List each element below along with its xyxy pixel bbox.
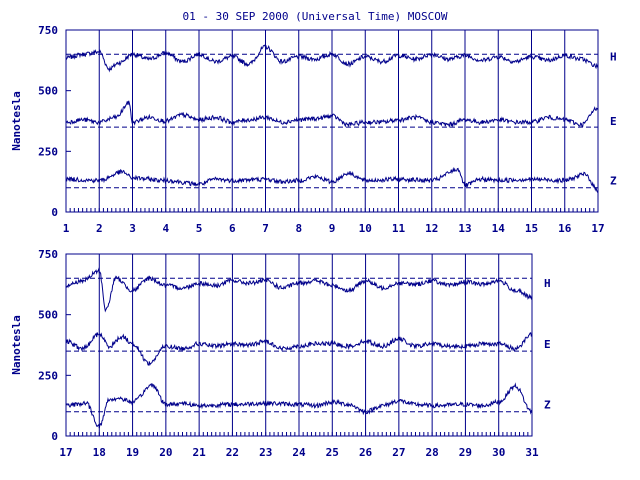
x-tick-label: 9 [329,222,336,235]
x-tick-label: 12 [425,222,438,235]
x-tick-label: 21 [193,446,207,459]
x-tick-label: 26 [359,446,373,459]
x-tick-label: 8 [295,222,302,235]
y-tick-label: 0 [51,206,58,219]
x-tick-label: 5 [196,222,203,235]
y-tick-label: 750 [38,24,58,37]
x-tick-label: 15 [525,222,538,235]
x-tick-label: 28 [426,446,439,459]
y-tick-label: 500 [38,309,58,322]
x-tick-label: 25 [326,446,339,459]
x-tick-label: 17 [591,222,604,235]
series-label-e: E [610,115,617,128]
y-tick-label: 750 [38,248,58,261]
x-tick-label: 29 [459,446,472,459]
x-tick-label: 14 [492,222,506,235]
y-axis-label: Nanotesla [10,315,23,375]
panel-bottom: 17 18 19 20 21 22 23 24 25 26 27 28 29 30 31 0 250 500 750… [10,248,551,459]
x-tick-label: 3 [129,222,136,235]
series-label-h: H [610,51,617,64]
x-tick-label: 1 [63,222,70,235]
x-tick-label: 30 [492,446,505,459]
chart-title: 01 - 30 SEP 2000 (Universal Time) MOSCOW [183,10,448,23]
x-tick-label: 2 [96,222,103,235]
series-label-z: Z [544,398,551,411]
series-label-e: E [544,338,551,351]
panel-top: 1 2 3 4 5 6 7 8 9 10 11 12 13 14 15 16 170250500750Nanot… [10,24,617,235]
trace-e [65,100,599,129]
x-tick-label: 11 [392,222,406,235]
series-label-h: H [544,277,551,290]
x-tick-label: 13 [458,222,471,235]
x-tick-label: 7 [262,222,269,235]
x-tick-label: 4 [162,222,169,235]
x-tick-label: 17 [59,446,72,459]
x-tick-label: 24 [292,446,306,459]
trace-e [65,332,533,367]
y-tick-label: 0 [51,430,58,443]
trace-h [65,44,599,73]
trace-z [65,382,533,429]
x-tick-label: 19 [126,446,139,459]
y-axis-label: Nanotesla [10,91,23,151]
x-tick-label: 22 [226,446,239,459]
x-tick-label: 6 [229,222,236,235]
trace-h [65,267,533,313]
y-tick-label: 250 [38,369,58,382]
series-label-z: Z [610,174,617,187]
y-tick-label: 500 [38,85,58,98]
x-tick-label: 23 [259,446,272,459]
x-tick-label: 31 [525,446,539,459]
y-tick-label: 250 [38,145,58,158]
trace-z [65,166,599,193]
x-tick-label: 10 [359,222,372,235]
x-tick-label: 16 [558,222,572,235]
x-tick-label: 18 [93,446,106,459]
x-tick-label: 20 [159,446,172,459]
x-tick-label: 27 [392,446,405,459]
